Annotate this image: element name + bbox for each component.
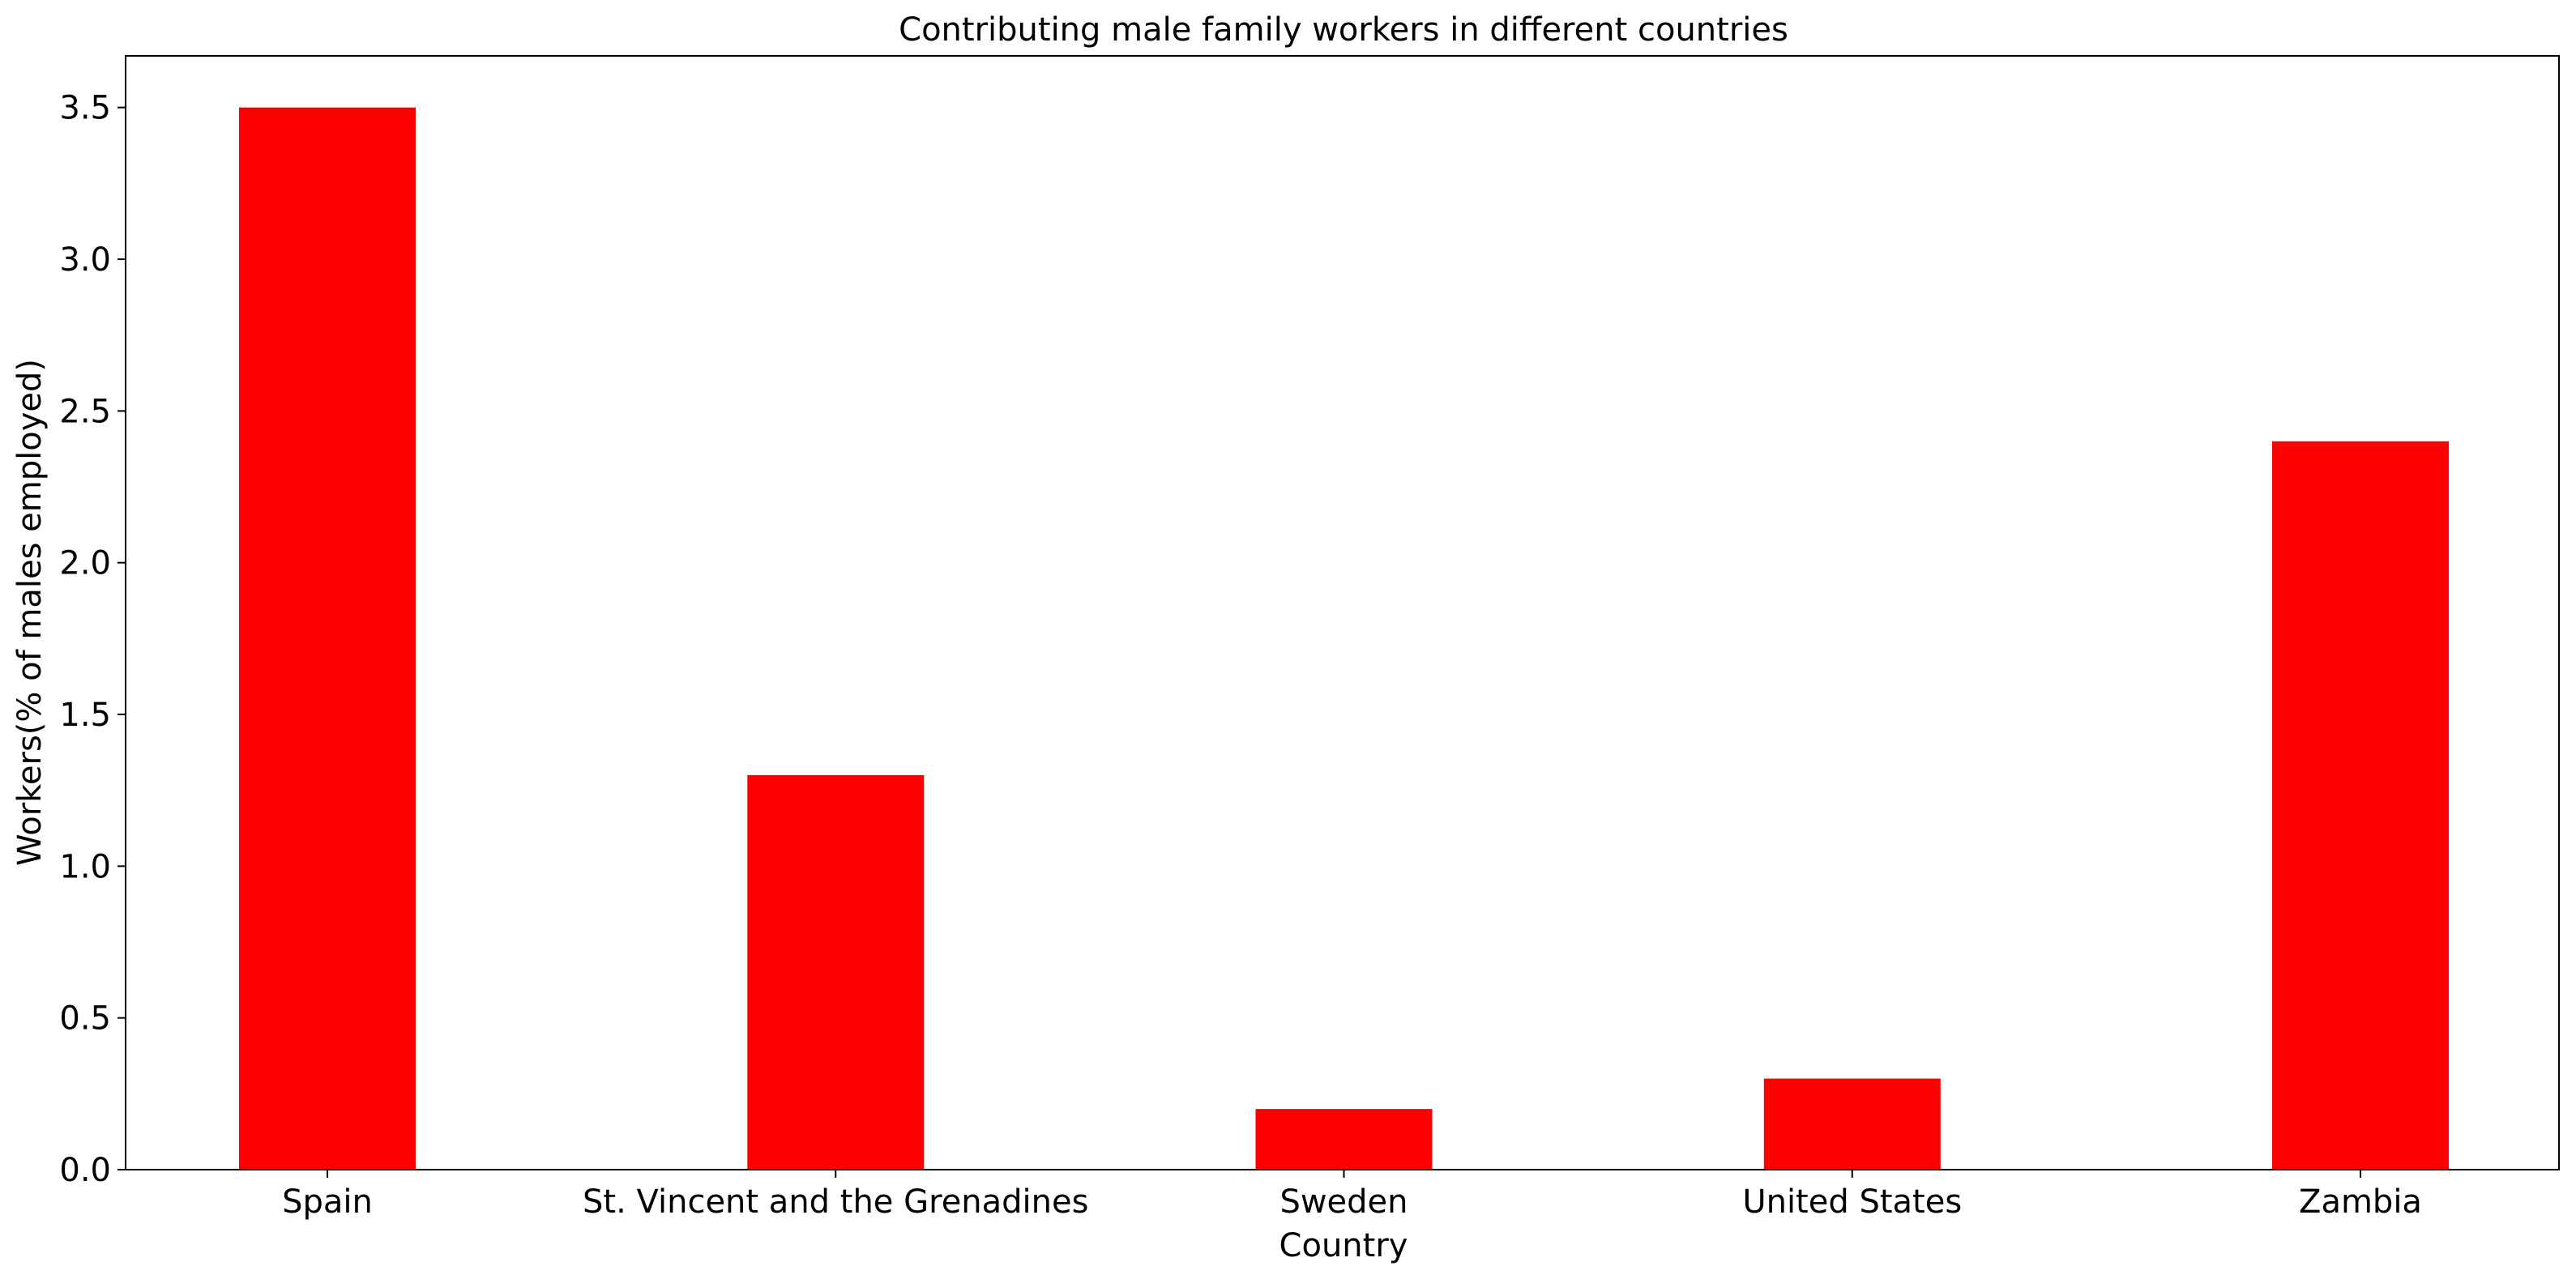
x-tick-label: St. Vincent and the Grenadines — [583, 1183, 1088, 1221]
x-axis-label: Country — [1279, 1227, 1408, 1264]
y-axis-ticks: 0.0 0.5 1.0 1.5 2.0 2.5 3.0 3.5 — [59, 90, 126, 1189]
y-tick-label: 2.0 — [59, 545, 111, 582]
y-tick-label: 1.0 — [59, 848, 111, 885]
y-axis-label: Workers(% of males employed) — [11, 359, 49, 866]
bar-series — [239, 107, 2449, 1170]
x-tick-label: United States — [1742, 1183, 1962, 1221]
y-tick-label: 1.5 — [59, 697, 111, 734]
y-tick-label: 0.5 — [59, 1000, 111, 1038]
x-axis-ticks: Spain St. Vincent and the Grenadines Swede… — [282, 1170, 2422, 1221]
bar-sweden — [1255, 1109, 1433, 1170]
plot-frame — [125, 55, 2560, 1170]
chart-title: Contributing male family workers in diff… — [899, 11, 1788, 49]
x-tick-label: Spain — [282, 1183, 373, 1221]
y-tick-label: 3.0 — [59, 241, 111, 279]
bar-st-vincent-and-the-grenadines — [747, 774, 925, 1170]
y-tick-label: 3.5 — [59, 90, 111, 127]
bar-united-states — [1763, 1078, 1941, 1170]
x-tick-label: Sweden — [1279, 1183, 1408, 1221]
bar-zambia — [2272, 441, 2449, 1170]
y-tick-label: 2.5 — [59, 393, 111, 430]
y-tick-label: 0.0 — [59, 1152, 111, 1189]
x-tick-label: Zambia — [2299, 1183, 2422, 1221]
bar-spain — [239, 107, 416, 1170]
